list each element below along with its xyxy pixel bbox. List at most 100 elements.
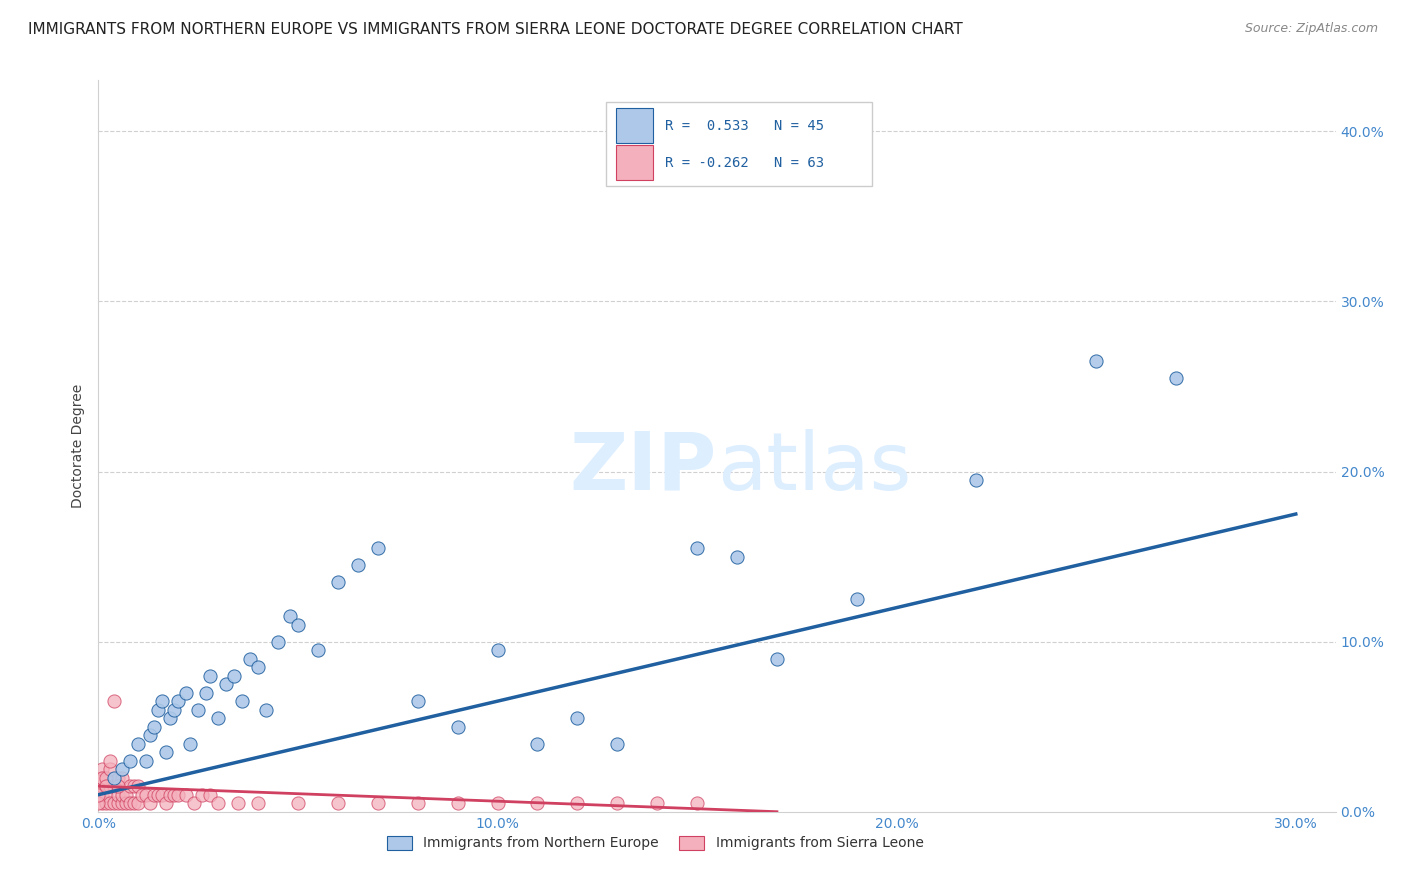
Point <box>115 788 138 802</box>
Point <box>191 788 214 802</box>
Text: Source: ZipAtlas.com: Source: ZipAtlas.com <box>1244 22 1378 36</box>
Point <box>100 779 122 793</box>
Point <box>207 711 229 725</box>
Point <box>87 796 110 810</box>
Point <box>187 703 209 717</box>
Point <box>120 779 142 793</box>
Point <box>686 796 709 810</box>
Point <box>155 745 177 759</box>
Point <box>148 703 170 717</box>
Point <box>91 762 114 776</box>
Point <box>287 617 309 632</box>
Point <box>91 771 114 785</box>
Point <box>198 788 221 802</box>
Point <box>567 796 589 810</box>
Text: IMMIGRANTS FROM NORTHERN EUROPE VS IMMIGRANTS FROM SIERRA LEONE DOCTORATE DEGREE: IMMIGRANTS FROM NORTHERN EUROPE VS IMMIG… <box>28 22 963 37</box>
Point <box>124 779 146 793</box>
Point <box>103 779 125 793</box>
Point <box>254 703 277 717</box>
Point <box>91 788 114 802</box>
Point <box>167 694 190 708</box>
Point <box>107 788 129 802</box>
Point <box>606 737 628 751</box>
Point <box>526 796 548 810</box>
Point <box>131 788 153 802</box>
Point <box>150 694 173 708</box>
Point <box>100 796 122 810</box>
Point <box>135 788 157 802</box>
Point <box>198 668 221 682</box>
Point <box>287 796 309 810</box>
Point <box>725 549 748 564</box>
Point <box>163 703 186 717</box>
Point <box>224 668 246 682</box>
Point <box>486 796 509 810</box>
Text: ZIP: ZIP <box>569 429 717 507</box>
FancyBboxPatch shape <box>616 108 652 144</box>
Point <box>446 796 468 810</box>
Point <box>1164 371 1187 385</box>
Point <box>139 796 162 810</box>
Point <box>91 796 114 810</box>
Point <box>526 737 548 751</box>
Point <box>124 796 146 810</box>
Point <box>135 754 157 768</box>
Point <box>120 796 142 810</box>
Y-axis label: Doctorate Degree: Doctorate Degree <box>70 384 84 508</box>
Point <box>111 771 134 785</box>
Legend: Immigrants from Northern Europe, Immigrants from Sierra Leone: Immigrants from Northern Europe, Immigra… <box>381 830 929 856</box>
Point <box>139 728 162 742</box>
Text: atlas: atlas <box>717 429 911 507</box>
Point <box>966 473 988 487</box>
Point <box>207 796 229 810</box>
Point <box>150 788 173 802</box>
Point <box>326 575 349 590</box>
Point <box>845 592 868 607</box>
Point <box>267 634 290 648</box>
Point <box>645 796 668 810</box>
Point <box>143 720 166 734</box>
Point <box>91 779 114 793</box>
Point <box>247 796 270 810</box>
Point <box>148 788 170 802</box>
Point <box>107 771 129 785</box>
Point <box>159 788 181 802</box>
Point <box>111 796 134 810</box>
Point <box>115 796 138 810</box>
Point <box>278 609 301 624</box>
FancyBboxPatch shape <box>616 145 652 180</box>
Point <box>247 660 270 674</box>
Point <box>231 694 253 708</box>
Point <box>215 677 238 691</box>
Point <box>96 779 118 793</box>
Point <box>226 796 249 810</box>
Point <box>96 779 118 793</box>
Point <box>103 694 125 708</box>
Point <box>91 771 114 785</box>
Point <box>100 762 122 776</box>
Point <box>103 771 125 785</box>
Point <box>96 796 118 810</box>
Point <box>96 788 118 802</box>
Point <box>120 754 142 768</box>
Point <box>107 796 129 810</box>
Point <box>127 737 149 751</box>
Point <box>367 796 389 810</box>
Point <box>367 541 389 555</box>
Point <box>127 779 149 793</box>
Point <box>239 651 262 665</box>
Point <box>1085 354 1108 368</box>
Point <box>307 643 329 657</box>
Point <box>174 788 197 802</box>
Point <box>111 762 134 776</box>
Point <box>111 788 134 802</box>
Point <box>107 779 129 793</box>
Point <box>127 796 149 810</box>
Point <box>446 720 468 734</box>
Text: R =  0.533   N = 45: R = 0.533 N = 45 <box>665 119 824 133</box>
Point <box>567 711 589 725</box>
Point <box>406 694 429 708</box>
Point <box>100 754 122 768</box>
Point <box>167 788 190 802</box>
Point <box>326 796 349 810</box>
